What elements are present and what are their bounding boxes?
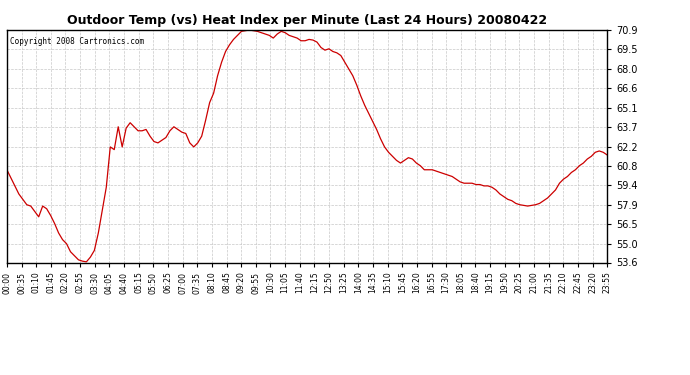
Text: Copyright 2008 Cartronics.com: Copyright 2008 Cartronics.com (10, 37, 144, 46)
Title: Outdoor Temp (vs) Heat Index per Minute (Last 24 Hours) 20080422: Outdoor Temp (vs) Heat Index per Minute … (67, 15, 547, 27)
